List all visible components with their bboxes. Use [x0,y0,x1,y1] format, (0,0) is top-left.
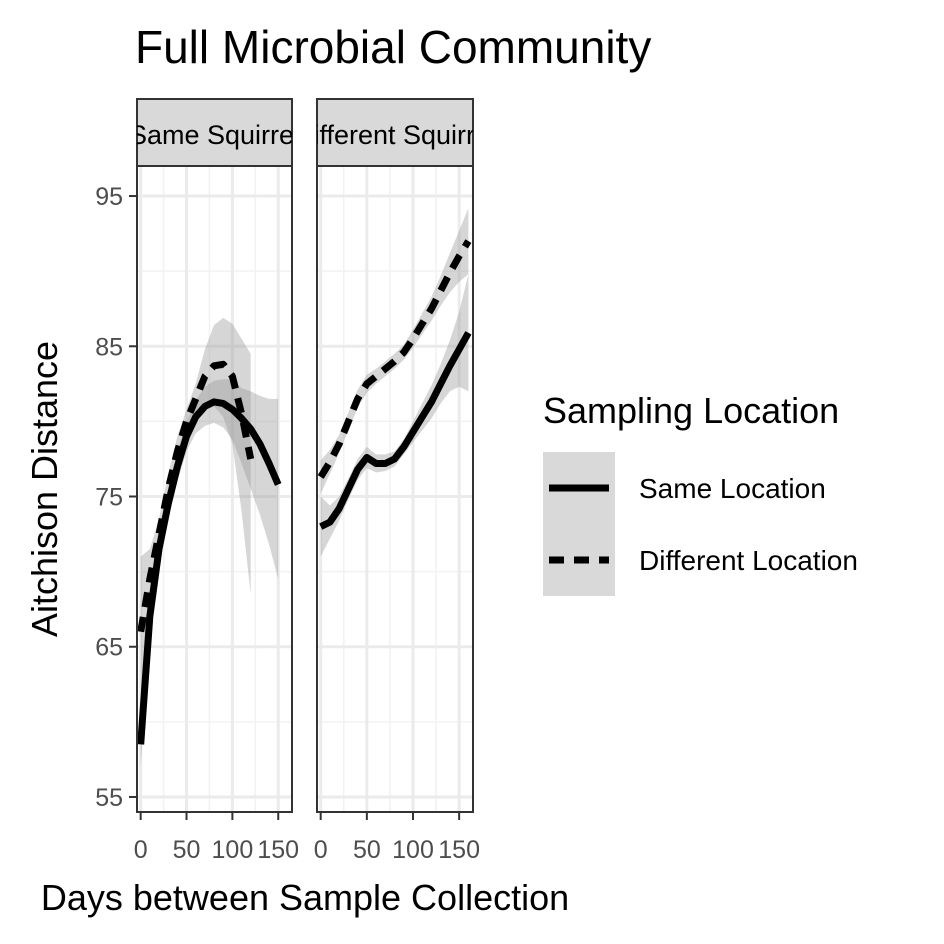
x-tick-label: 150 [438,836,480,864]
series-line-different-location [317,239,472,479]
x-axis-same-squirrel: 0 50 100 150 [134,812,299,864]
y-tick-label: 65 [95,634,123,662]
y-axis: 55 65 75 85 95 [95,183,137,812]
x-axis-different-squirrel: 0 50 100 150 [314,812,480,864]
legend-title: Sampling Location [543,390,839,431]
chart-title: Full Microbial Community [135,21,651,73]
x-tick-label: 50 [353,836,381,864]
legend-label-different-location: Different Location [639,545,858,576]
confidence-band-different-location [140,317,251,707]
y-axis-title: Aitchison Distance [24,341,65,637]
x-tick-label: 150 [257,836,299,864]
y-tick-label: 85 [95,333,123,361]
strip-label: Same Squirrel [129,120,300,150]
panel-different-squirrel: Different Squirrel [294,98,496,813]
series-layer [137,317,282,767]
x-tick-label: 100 [392,836,434,864]
panel-same-squirrel: Same Squirrel [129,98,300,813]
series-line-same-location [319,331,472,530]
panel-border [316,165,474,813]
y-tick-label: 55 [95,784,123,812]
strip-background [316,98,474,167]
series-layer [317,208,472,557]
strip-label: Different Squirrel [294,120,496,150]
panel-background [137,166,292,812]
y-tick-label: 95 [95,183,123,211]
x-axis-title: Days between Sample Collection [41,877,569,918]
x-tick-label: 0 [314,836,328,864]
grid-lines [317,166,473,812]
legend-label-same-location: Same Location [639,473,826,504]
legend: Sampling Location Same Location Differen… [543,390,858,596]
legend-key-background [543,452,615,596]
strip-background [136,98,293,167]
series-line-different-location [137,360,255,633]
panel-border [136,165,293,813]
x-tick-label: 100 [212,836,254,864]
panel-background [317,166,473,812]
x-tick-label: 50 [173,836,201,864]
y-tick-label: 75 [95,484,123,512]
x-tick-label: 0 [134,836,148,864]
